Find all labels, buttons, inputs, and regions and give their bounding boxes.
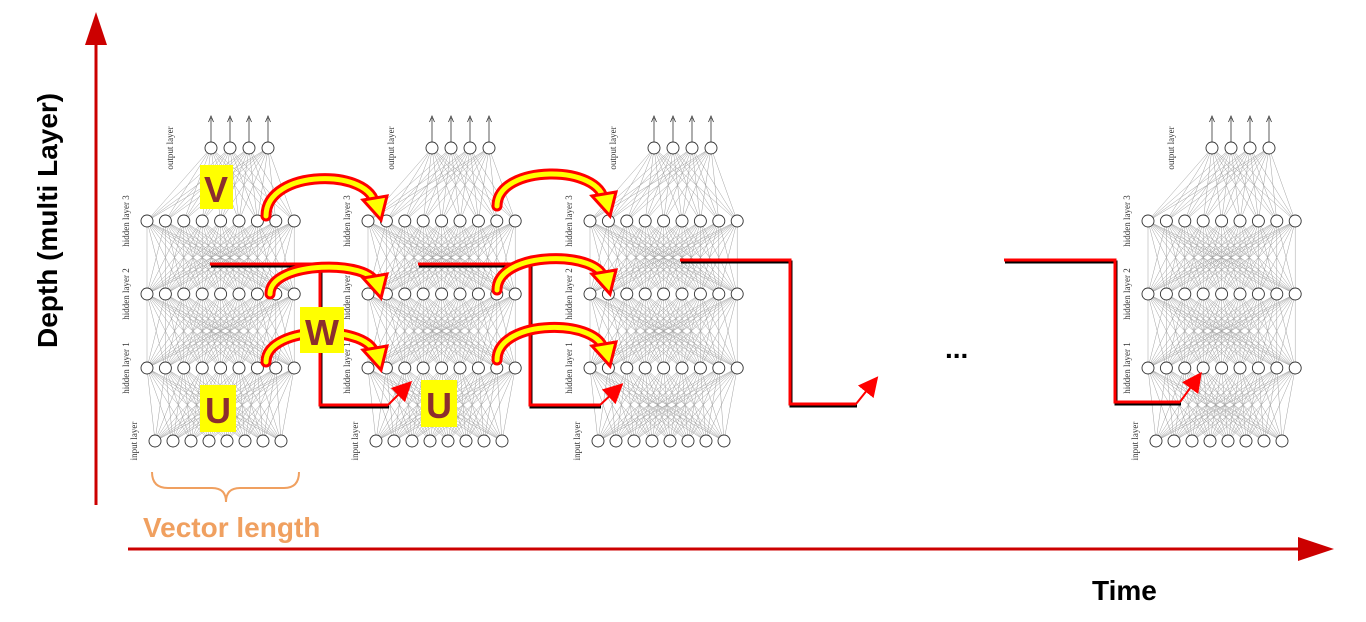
hidden2-nodes [361, 287, 522, 301]
x-axis [128, 537, 1334, 561]
hidden2-nodes [140, 287, 301, 301]
hidden1-nodes [1141, 361, 1302, 375]
layer-label-input: input layer [572, 422, 582, 461]
layer-label-output: output layer [386, 126, 396, 169]
network-3: output layer hidden layer 3 hidden layer 2… [564, 114, 744, 461]
recurrent-link-3 [680, 258, 879, 408]
layer-label-hidden3: hidden layer 3 [1122, 195, 1132, 247]
layer-label-hidden2: hidden layer 2 [342, 268, 352, 319]
output-arrows [651, 114, 714, 142]
layer-label-input: input layer [1130, 422, 1140, 461]
input-nodes [1149, 434, 1289, 448]
hidden3-nodes [140, 214, 301, 228]
layer-label-hidden2: hidden layer 2 [564, 268, 574, 319]
arc-w-h3-1 [260, 173, 390, 224]
output-nodes [1205, 141, 1276, 155]
layer-label-hidden3: hidden layer 3 [564, 195, 574, 247]
y-axis-label: Depth (multi Layer) [32, 93, 63, 348]
layer-label-hidden1: hidden layer 1 [564, 342, 574, 393]
arc-w-h3-2 [491, 168, 619, 220]
layer-label-input: input layer [350, 422, 360, 461]
hidden3-nodes [1141, 214, 1302, 228]
output-arrows [1209, 114, 1272, 142]
output-arrows [429, 114, 492, 142]
layer-label-hidden1: hidden layer 1 [121, 342, 131, 393]
ellipsis: ... [945, 333, 968, 364]
vector-length-brace: Vector length [143, 471, 320, 543]
input-nodes [369, 434, 509, 448]
layer-label-output: output layer [608, 126, 618, 169]
output-nodes [647, 141, 718, 155]
connections [367, 147, 516, 442]
recurrent-link-4 [1004, 258, 1202, 406]
x-axis-label: Time [1092, 575, 1157, 606]
layer-label-hidden1: hidden layer 1 [1122, 342, 1132, 393]
hidden1-nodes [583, 361, 744, 375]
layer-label-hidden1: hidden layer 1 [342, 342, 352, 393]
layer-label-input: input layer [129, 422, 139, 461]
y-axis [85, 12, 107, 505]
weight-label-v-text: V [204, 169, 228, 210]
weight-label-v: V [200, 165, 233, 210]
connections [589, 147, 738, 442]
layer-label-hidden3: hidden layer 3 [342, 195, 352, 247]
arc-w-h1-2 [491, 322, 619, 370]
weight-label-u-2: U [421, 380, 457, 427]
layer-label-output: output layer [165, 126, 175, 169]
hidden3-nodes [361, 214, 522, 228]
layer-label-output: output layer [1166, 126, 1176, 169]
recurrent-connections [210, 258, 1202, 409]
connections [1147, 147, 1296, 442]
networks: output layer hidden layer 3 hidden layer 2… [121, 114, 1302, 461]
arc-w-h2-1 [264, 261, 390, 302]
weight-label-u-2-text: U [426, 385, 452, 426]
hidden3-nodes [583, 214, 744, 228]
hidden1-nodes [140, 361, 301, 375]
output-arrows [208, 114, 271, 142]
weight-label-w-text: W [305, 312, 339, 353]
weight-label-u-1-text: U [205, 390, 231, 431]
network-2: output layer hidden layer 3 hidden layer 2… [342, 114, 522, 461]
output-nodes [204, 141, 275, 155]
layer-label-hidden3: hidden layer 3 [121, 195, 131, 247]
weight-arcs [260, 168, 619, 374]
weight-label-w: W [300, 307, 344, 353]
weight-label-u-1: U [200, 385, 236, 432]
vector-length-label: Vector length [143, 512, 320, 543]
output-nodes [425, 141, 496, 155]
layer-label-hidden2: hidden layer 2 [1122, 268, 1132, 319]
network-4: output layer hidden layer 3 hidden layer 2… [1122, 114, 1302, 461]
input-nodes [591, 434, 731, 448]
hidden2-nodes [583, 287, 744, 301]
hidden2-nodes [1141, 287, 1302, 301]
input-nodes [148, 434, 288, 448]
arc-w-h2-2 [491, 253, 619, 298]
layer-label-hidden2: hidden layer 2 [121, 268, 131, 319]
